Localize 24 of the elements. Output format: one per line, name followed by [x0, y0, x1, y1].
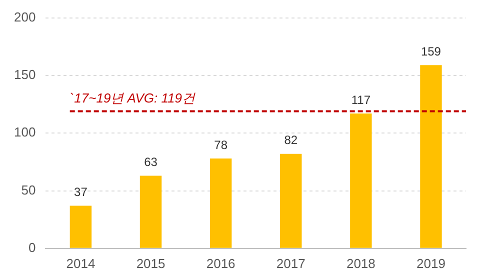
data-label: 159: [420, 44, 442, 58]
data-label: 37: [74, 185, 88, 200]
data-label: 117: [351, 92, 371, 107]
x-tick-label: 2018: [346, 256, 376, 271]
bar: [420, 65, 442, 248]
x-tick-label: 2014: [66, 256, 96, 271]
bar: [350, 114, 372, 248]
bar: [140, 176, 162, 248]
x-tick-label: 2017: [276, 256, 306, 271]
x-tick-label: 2019: [416, 256, 446, 271]
bar: [210, 158, 232, 248]
x-tick-label: 2016: [206, 256, 236, 271]
y-tick-label: 100: [14, 124, 36, 140]
y-tick-label: 50: [21, 182, 36, 198]
data-label: 63: [144, 155, 158, 170]
ref-line-label: `17~19년 AVG: 119건: [70, 90, 196, 106]
y-tick-label: 200: [14, 9, 36, 24]
data-label: 78: [214, 138, 228, 152]
data-label: 82: [284, 133, 298, 148]
y-tick-label: 0: [28, 240, 36, 255]
bar: [70, 206, 92, 248]
bar: [280, 154, 302, 248]
y-tick-label: 150: [14, 67, 36, 82]
x-tick-label: 2015: [136, 256, 166, 271]
